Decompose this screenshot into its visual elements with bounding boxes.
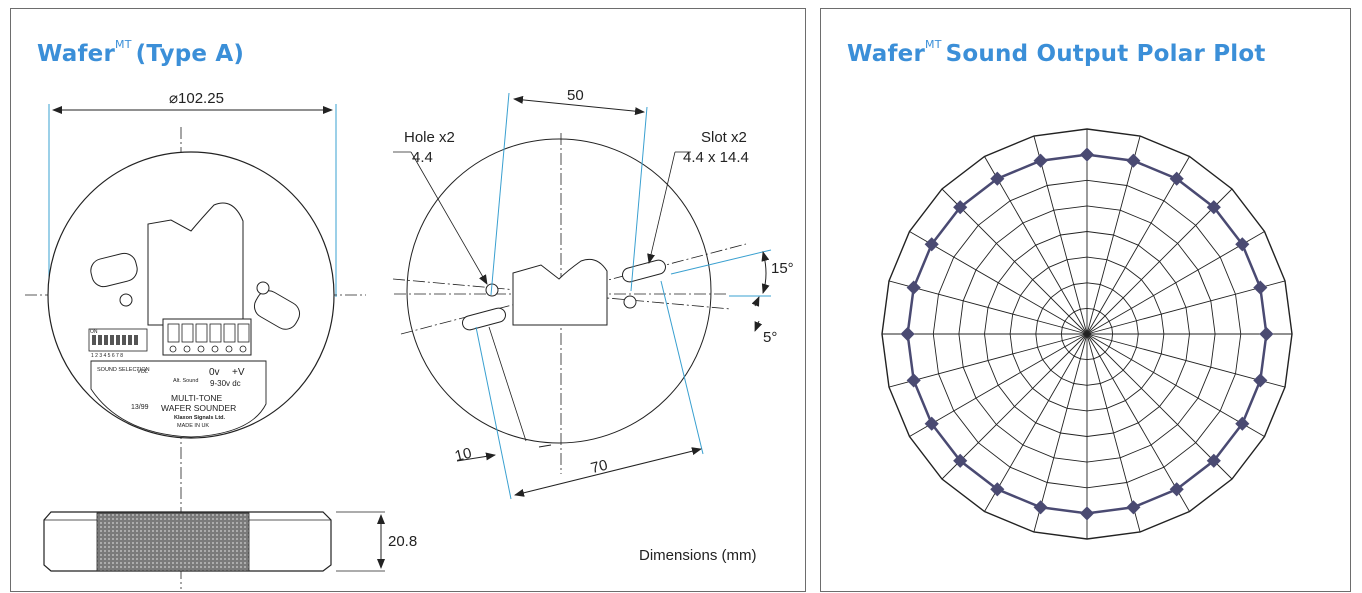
polar-spoke	[1086, 333, 1233, 480]
polar-spoke	[888, 280, 1088, 335]
polar-spoke	[1086, 280, 1286, 335]
polar-data-point	[990, 482, 1005, 497]
slot-angle-label: 15°	[771, 260, 794, 277]
polar-data-point	[990, 171, 1005, 186]
polar-spoke	[909, 333, 1088, 437]
polar-data-point	[1079, 506, 1095, 521]
polar-plot	[881, 128, 1293, 540]
svg-text:ON: ON	[90, 329, 98, 335]
polar-spoke	[1086, 333, 1265, 437]
polar-spoke	[1086, 156, 1190, 335]
polar-panel: WaferMT Sound Output Polar Plot	[820, 8, 1351, 592]
polar-spoke	[909, 231, 1088, 335]
polar-spoke	[1033, 135, 1088, 335]
svg-text:+V: +V	[232, 367, 245, 378]
dimensions-panel: WaferMT (Type A) ⌀102.25	[10, 8, 806, 592]
svg-text:1 2 3 4 5 6 7 8: 1 2 3 4 5 6 7 8	[91, 353, 123, 359]
diameter-label: ⌀102.25	[169, 90, 224, 107]
polar-spoke	[941, 333, 1088, 480]
dimensions-drawing: ⌀102.25 ON 1 2 3 4 5 6 7 8	[25, 87, 794, 589]
polar-spoke	[941, 188, 1088, 335]
dimensions-title: WaferMT (Type A)	[37, 38, 245, 67]
hole-label-line2: 4.4	[412, 149, 433, 166]
hole-angle-label: 5°	[763, 329, 777, 346]
polar-grid	[881, 128, 1293, 540]
svg-text:MULTI-TONE: MULTI-TONE	[171, 393, 222, 403]
polar-data-point	[1033, 153, 1048, 168]
slot-label-line1: Slot x2	[701, 129, 747, 146]
hole-label-line1: Hole x2	[404, 129, 455, 146]
svg-text:Alt. Sound: Alt. Sound	[173, 378, 198, 384]
polar-spoke	[1086, 135, 1141, 335]
polar-data-point	[1079, 147, 1095, 162]
polar-spoke	[888, 333, 1088, 388]
polar-data-point	[1259, 326, 1274, 342]
polar-title: WaferMT Sound Output Polar Plot	[847, 38, 1266, 67]
polar-data-point	[1033, 500, 1048, 515]
svg-text:Klaxon Signals Ltd.: Klaxon Signals Ltd.	[174, 415, 226, 421]
slot-label-line2: 4.4 x 14.4	[683, 149, 749, 166]
svg-text:SOUND SELECTION: SOUND SELECTION	[97, 367, 150, 373]
label-plate	[90, 360, 267, 438]
svg-text:WAFER SOUNDER: WAFER SOUNDER	[161, 403, 236, 413]
polar-data-point	[924, 416, 939, 431]
hole-spacing-label: 70	[589, 457, 609, 478]
polar-data-point	[953, 200, 968, 215]
dimensions-footer: Dimensions (mm)	[639, 547, 757, 564]
mounting-view: 50 70 10 Hole x2 4.4 Slot x2 4.4 x 14.4	[392, 87, 794, 500]
height-label: 20.8	[388, 533, 417, 550]
polar-spoke	[1086, 188, 1233, 335]
slot-spacing-label: 50	[567, 87, 584, 104]
offset-label: 10	[453, 445, 473, 466]
polar-data-point	[1126, 500, 1141, 515]
polar-spoke	[1086, 333, 1190, 512]
polar-spoke	[1033, 333, 1088, 533]
svg-text:9-30v dc: 9-30v dc	[210, 379, 241, 388]
polar-data-point	[953, 453, 968, 468]
polar-spoke	[984, 333, 1088, 512]
polar-spoke	[1086, 231, 1265, 335]
front-view: ⌀102.25 ON 1 2 3 4 5 6 7 8	[25, 90, 366, 589]
svg-text:13/99: 13/99	[131, 404, 149, 411]
side-view: 20.8	[43, 511, 417, 572]
svg-text:VOL: VOL	[137, 369, 148, 375]
polar-data-point	[1253, 280, 1268, 295]
polar-data-point	[906, 280, 921, 295]
polar-spoke	[984, 156, 1088, 335]
polar-spoke	[1086, 333, 1286, 388]
polar-spoke	[1086, 333, 1141, 533]
polar-data-point	[1126, 153, 1141, 168]
polar-data-point	[900, 326, 915, 342]
svg-text:0v: 0v	[209, 367, 220, 378]
svg-text:MADE IN UK: MADE IN UK	[177, 423, 209, 429]
polar-data-point	[906, 373, 921, 388]
polar-data-point	[1253, 373, 1268, 388]
